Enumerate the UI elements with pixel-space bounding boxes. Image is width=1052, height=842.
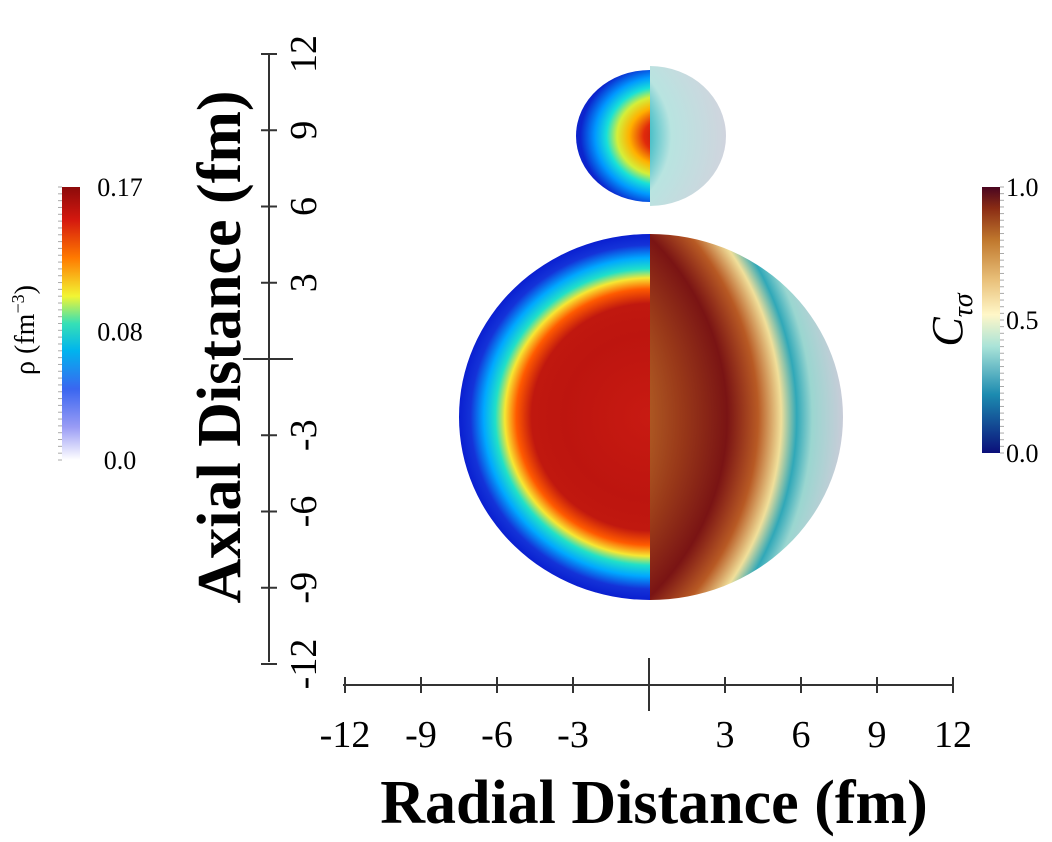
y-tick-label: 3	[283, 273, 325, 292]
x-axis-title: Radial Distance (fm)	[380, 769, 928, 837]
x-tick-label: 3	[716, 714, 735, 756]
x-tick-label: -3	[557, 714, 589, 756]
heavy-fragment-localization	[650, 234, 843, 600]
x-axis: -12 -9 -6 -3 3 6 9 12 Radial Distance (fm)	[320, 658, 972, 837]
x-tick-label: -12	[320, 714, 371, 756]
y-axis-title: Axial Distance (fm)	[186, 90, 254, 603]
colorbar-tick-label: 1.0	[1006, 173, 1039, 202]
light-fragment	[576, 66, 726, 206]
y-tick-label: 12	[283, 35, 325, 73]
colorbar-tick-label: 0.0	[1006, 439, 1039, 468]
y-tick-label: -6	[283, 496, 325, 528]
x-tick-label: 12	[934, 714, 972, 756]
y-tick-label: -9	[283, 572, 325, 604]
heavy-fragment	[459, 234, 843, 600]
density-colorbar: 0.17 0.08 0.0 ρ (fm−3)	[8, 173, 143, 475]
heavy-fragment-density	[459, 234, 650, 600]
density-colorbar-ticks: 0.17 0.08 0.0	[58, 173, 143, 475]
colorbar-tick-label: 0.0	[104, 446, 137, 475]
localization-colorbar: 1.0 0.5 0.0 Cτσ	[923, 173, 1039, 468]
x-tick-label: 6	[792, 714, 811, 756]
y-tick-label: 9	[283, 121, 325, 140]
localization-colorbar-gradient	[982, 187, 1000, 453]
localization-colorbar-title: Cτσ	[923, 292, 979, 346]
density-colorbar-gradient	[62, 187, 80, 460]
x-ticks: -12 -9 -6 -3 3 6 9 12	[320, 677, 972, 756]
light-fragment-localization	[650, 66, 726, 206]
x-tick-label: -9	[405, 714, 437, 756]
x-tick-label: -6	[481, 714, 513, 756]
colorbar-tick-label: 0.5	[1006, 306, 1039, 335]
y-ticks: 12 9 6 3 -3 -6 -9 -12	[261, 35, 325, 689]
y-tick-label: 6	[283, 197, 325, 216]
y-axis: 12 9 6 3 -3 -6 -9 -12 Axial Distance (fm)	[186, 35, 325, 689]
x-tick-label: 9	[868, 714, 887, 756]
y-tick-label: -3	[283, 419, 325, 451]
y-tick-label: -12	[283, 639, 325, 690]
light-fragment-density	[576, 70, 650, 202]
localization-colorbar-ticks: 1.0 0.5 0.0	[1000, 173, 1039, 468]
density-colorbar-title: ρ (fm−3)	[8, 285, 41, 375]
colorbar-tick-label: 0.17	[97, 173, 143, 202]
colorbar-tick-label: 0.08	[97, 318, 143, 347]
